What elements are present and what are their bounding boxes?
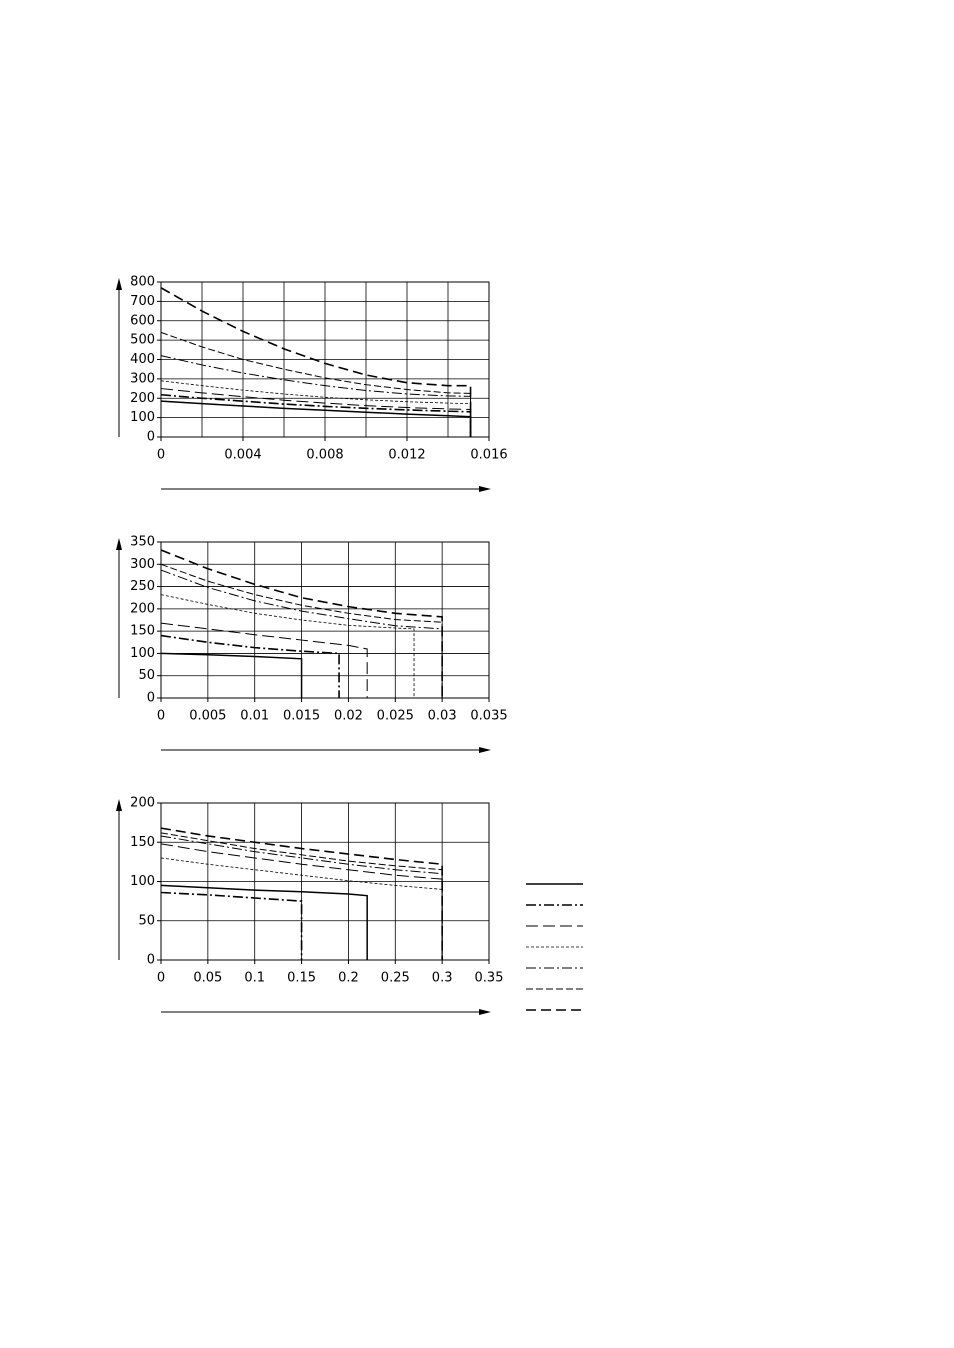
y-tick-label: 700 (130, 294, 155, 309)
y-tick-label: 200 (130, 391, 155, 406)
series-line (160, 594, 415, 698)
x-tick-label: 0 (157, 971, 165, 986)
arrow-head (116, 278, 122, 290)
x-tick-label: 0 (157, 709, 165, 724)
y-tick-label: 500 (130, 333, 155, 348)
arrow-head (479, 747, 491, 753)
series-line (160, 563, 443, 698)
y-tick-label: 200 (130, 601, 155, 616)
series-line (160, 891, 303, 960)
y-tick-label: 300 (130, 371, 155, 386)
y-tick-label: 100 (130, 874, 155, 889)
x-tick-label: 0.2 (338, 971, 359, 986)
series-line (160, 843, 443, 960)
arrow-head (116, 799, 122, 811)
y-tick-label: 300 (130, 557, 155, 572)
y-tick-label: 600 (130, 313, 155, 328)
y-tick-label: 150 (130, 624, 155, 639)
arrow-head (479, 486, 491, 492)
series-line (160, 355, 472, 437)
y-tick-label: 0 (147, 430, 155, 445)
x-tick-label: 0.01 (240, 709, 269, 724)
y-tick-label: 250 (130, 579, 155, 594)
plot-frame (160, 541, 490, 699)
arrow-head (116, 538, 122, 550)
series-line (160, 380, 471, 437)
series-line (160, 652, 303, 698)
series-line (160, 827, 443, 960)
y-tick-label: 50 (138, 668, 155, 683)
x-tick-label: 0.008 (306, 448, 343, 463)
x-tick-label: 0.35 (475, 971, 504, 986)
x-tick-label: 0.035 (470, 709, 507, 724)
x-tick-label: 0.012 (388, 448, 425, 463)
y-tick-label: 50 (138, 913, 155, 928)
x-tick-label: 0.1 (244, 971, 265, 986)
x-tick-label: 0.005 (189, 709, 226, 724)
series-line (160, 832, 443, 960)
x-tick-label: 0.016 (470, 448, 507, 463)
y-tick-label: 350 (130, 535, 155, 550)
y-tick-label: 150 (130, 835, 155, 850)
series-line (160, 287, 472, 437)
series-line (160, 884, 368, 960)
series-line (160, 388, 472, 437)
x-tick-label: 0.02 (334, 709, 363, 724)
series-line (160, 393, 472, 437)
series-line (160, 634, 340, 698)
y-tick-label: 400 (130, 352, 155, 367)
series-line (160, 569, 443, 698)
x-tick-label: 0 (157, 448, 165, 463)
y-tick-label: 0 (147, 953, 155, 968)
y-tick-label: 800 (130, 275, 155, 290)
y-tick-label: 200 (130, 796, 155, 811)
x-tick-label: 0.05 (193, 971, 222, 986)
x-tick-label: 0.004 (224, 448, 261, 463)
y-tick-label: 0 (147, 691, 155, 706)
series-line (160, 400, 472, 437)
series-line (160, 857, 443, 960)
series-line (160, 622, 368, 698)
x-tick-label: 0.3 (432, 971, 453, 986)
arrow-head (479, 1009, 491, 1015)
x-tick-label: 0.03 (428, 709, 457, 724)
x-tick-label: 0.025 (377, 709, 414, 724)
series-line (160, 549, 443, 698)
y-tick-label: 100 (130, 410, 155, 425)
x-tick-label: 0.015 (283, 709, 320, 724)
series-line (160, 835, 443, 960)
y-tick-label: 100 (130, 646, 155, 661)
x-tick-label: 0.15 (287, 971, 316, 986)
series-line (160, 331, 472, 437)
x-tick-label: 0.25 (381, 971, 410, 986)
